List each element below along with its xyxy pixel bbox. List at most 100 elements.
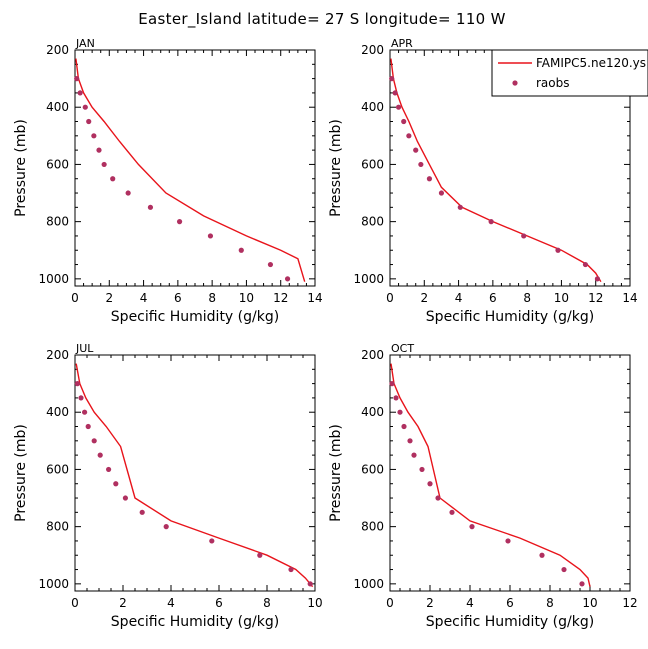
model-line (390, 58, 602, 283)
plot-frame (389, 354, 631, 592)
y-tick-label: 200 (46, 43, 69, 57)
raobs-point (113, 481, 119, 487)
y-tick-label: 600 (46, 157, 69, 171)
raobs-point (389, 381, 395, 387)
raobs-point (395, 104, 402, 110)
x-axis-label: Specific Humidity (g/kg) (426, 309, 594, 325)
raobs-point (86, 118, 92, 125)
raobs-point (284, 276, 291, 282)
raobs-point (257, 552, 263, 558)
raobs-point (457, 204, 463, 210)
y-tick-label: 1000 (38, 577, 69, 591)
model-line (75, 363, 314, 588)
raobs-point (393, 395, 399, 401)
x-tick-label: 6 (215, 596, 223, 610)
raobs-point (427, 481, 433, 487)
x-tick-label: 0 (71, 596, 79, 610)
raobs-point (401, 118, 407, 125)
panel-label: APR (391, 37, 413, 50)
legend-box (491, 49, 648, 97)
x-tick-label: 4 (167, 596, 175, 610)
x-axis-label: Specific Humidity (g/kg) (111, 309, 279, 325)
raobs-point (521, 233, 527, 239)
x-tick-label: 14 (622, 291, 637, 305)
raobs-point (110, 176, 116, 182)
x-tick-label: 4 (466, 596, 474, 610)
x-tick-label: 4 (455, 291, 463, 305)
x-tick-label: 12 (273, 291, 288, 305)
raobs-point (582, 261, 589, 268)
raobs-point (238, 247, 244, 253)
panel-label: OCT (391, 342, 414, 355)
raobs-point (209, 538, 215, 544)
y-tick-label: 1000 (353, 577, 384, 591)
raobs-point (469, 524, 475, 530)
raobs-point (91, 438, 97, 444)
raobs-point (82, 104, 88, 110)
y-axis-label: Pressure (mb) (13, 119, 29, 217)
raobs-point (389, 76, 395, 82)
figure-title: Easter_Island latitude= 27 S longitude= … (138, 10, 505, 29)
x-tick-label: 6 (506, 596, 514, 610)
y-tick-label: 1000 (38, 272, 69, 286)
x-tick-label: 8 (263, 596, 271, 610)
y-tick-label: 400 (361, 100, 384, 114)
raobs-point (594, 276, 601, 282)
raobs-point (85, 423, 91, 430)
x-tick-label: 10 (239, 291, 254, 305)
y-tick-label: 200 (361, 348, 384, 362)
model-line (75, 58, 306, 282)
raobs-point (96, 147, 102, 153)
raobs-point (407, 438, 413, 444)
raobs-point (413, 147, 419, 153)
raobs-point (392, 90, 398, 96)
x-tick-label: 2 (426, 596, 434, 610)
y-tick-label: 600 (361, 462, 384, 476)
raobs-point (419, 466, 425, 473)
y-tick-label: 200 (361, 43, 384, 57)
raobs-point (406, 133, 412, 139)
x-tick-label: 2 (105, 291, 113, 305)
x-tick-label: 12 (622, 596, 637, 610)
legend-label-raobs: raobs (536, 76, 570, 90)
x-tick-label: 10 (554, 291, 569, 305)
y-tick-label: 800 (361, 520, 384, 534)
raobs-point (288, 566, 294, 573)
y-axis-label: Pressure (mb) (328, 424, 344, 522)
raobs-point (307, 581, 313, 587)
raobs-point (74, 76, 80, 82)
raobs-point (163, 524, 169, 530)
x-tick-label: 12 (588, 291, 603, 305)
raobs-point (435, 495, 441, 501)
raobs-point (418, 161, 424, 168)
raobs-point (97, 452, 103, 458)
raobs-point (505, 538, 511, 544)
raobs-point (401, 423, 407, 430)
plot-frame (74, 354, 316, 592)
raobs-point (207, 233, 214, 239)
y-tick-label: 1000 (353, 272, 384, 286)
x-tick-label: 2 (420, 291, 428, 305)
panel-jan: JAN 0 2 4 6 8 10 12 14 200 400 600 800 1000 Specific H… (13, 37, 323, 325)
raobs-point (438, 190, 445, 196)
raobs-point (555, 247, 561, 253)
raobs-point (449, 509, 455, 515)
model-line (390, 363, 591, 587)
x-tick-label: 8 (523, 291, 531, 305)
raobs-point (147, 204, 154, 210)
legend-label-model: FAMIPC5.ne120.ys (536, 56, 646, 70)
raobs-point (74, 381, 80, 387)
x-tick-label: 10 (582, 596, 597, 610)
x-tick-label: 0 (71, 291, 79, 305)
raobs-point (267, 261, 274, 268)
raobs-point (426, 176, 433, 182)
x-tick-label: 10 (307, 596, 322, 610)
y-tick-label: 600 (46, 462, 69, 476)
panel-label: JUL (75, 342, 94, 355)
raobs-point (139, 509, 145, 515)
y-tick-label: 800 (46, 520, 69, 534)
raobs-point (78, 395, 84, 401)
x-axis-label: Specific Humidity (g/kg) (426, 614, 594, 630)
raobs-point (411, 452, 417, 458)
